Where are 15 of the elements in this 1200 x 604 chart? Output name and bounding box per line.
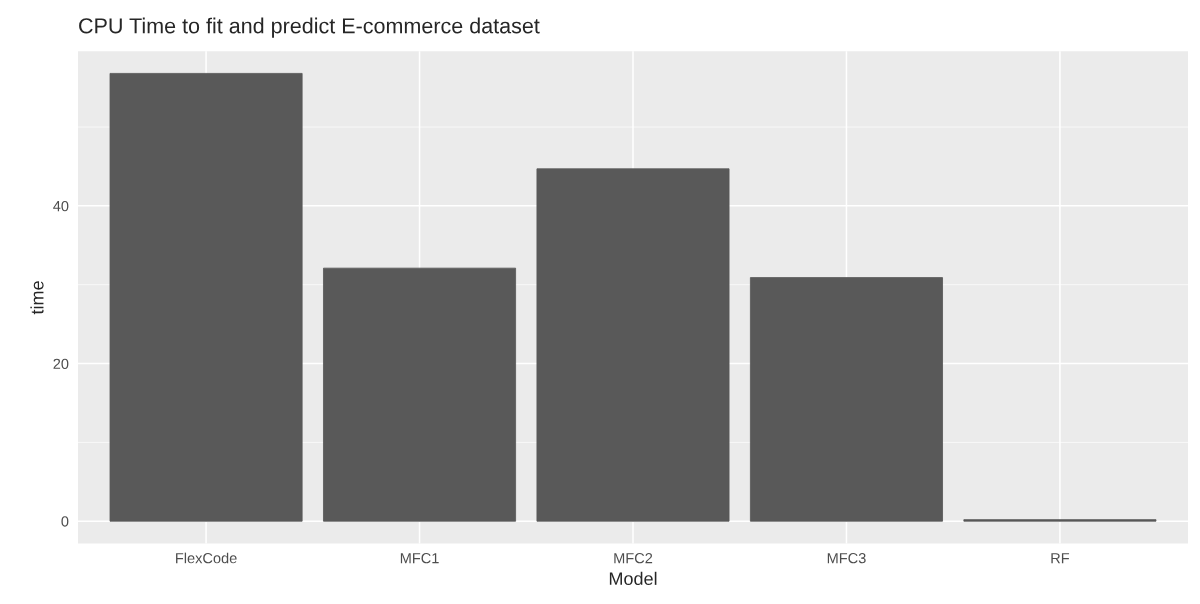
bar [536, 168, 730, 522]
chart-title: CPU Time to fit and predict E-commerce dataset [79, 17, 540, 38]
x-tick-label: RF [1051, 553, 1070, 564]
y-tick-label: 0 [61, 516, 69, 527]
x-tick-label: FlexCode [176, 552, 237, 564]
bar [749, 277, 943, 522]
y-axis-title: time [30, 281, 44, 315]
x-tick-label: MFC2 [614, 553, 653, 564]
y-tick-label: 40 [53, 200, 69, 212]
bar [109, 72, 303, 522]
x-tick-label: MFC1 [400, 553, 439, 564]
x-tick-label: MFC3 [827, 553, 866, 564]
bar [323, 267, 517, 522]
x-axis-title: Model [609, 571, 657, 586]
y-tick-label: 20 [53, 358, 69, 369]
